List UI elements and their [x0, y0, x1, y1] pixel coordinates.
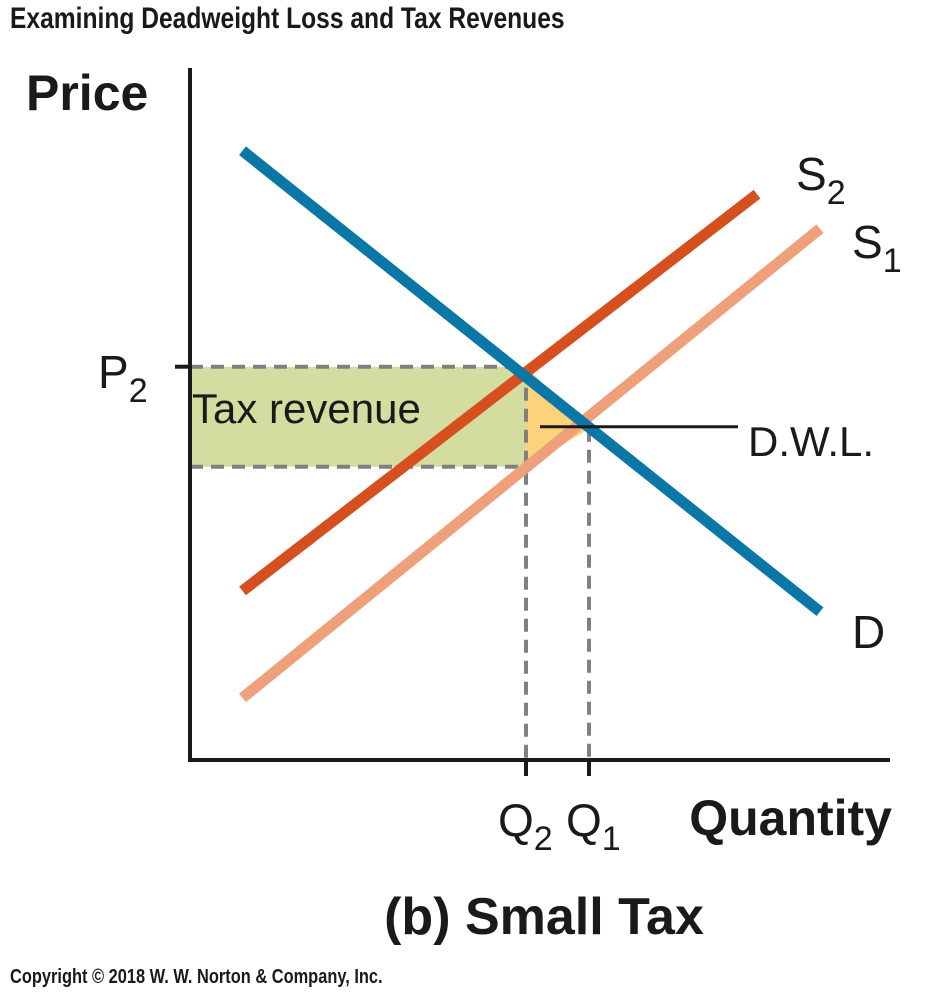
dwl-label: D.W.L. — [748, 418, 874, 465]
supply-curve-s1 — [239, 224, 824, 703]
d-label: D — [852, 606, 885, 658]
supply-curve-s2 — [239, 189, 761, 596]
s1-label: S1 — [852, 216, 902, 280]
y-axis-label: Price — [26, 65, 148, 121]
p2-label: P2 — [98, 346, 148, 410]
x-axis-label: Quantity — [689, 790, 892, 846]
q2-label: Q2 — [498, 794, 553, 858]
q1-label: Q1 — [566, 794, 621, 858]
tax-revenue-label: Tax revenue — [192, 385, 421, 432]
s2-label: S2 — [796, 148, 846, 212]
demand-curve — [239, 146, 824, 616]
chart-title: Examining Deadweight Loss and Tax Revenu… — [10, 2, 565, 35]
panel-subtitle: (b) Small Tax — [384, 888, 704, 946]
copyright-notice: Copyright © 2018 W. W. Norton & Company,… — [10, 966, 383, 988]
